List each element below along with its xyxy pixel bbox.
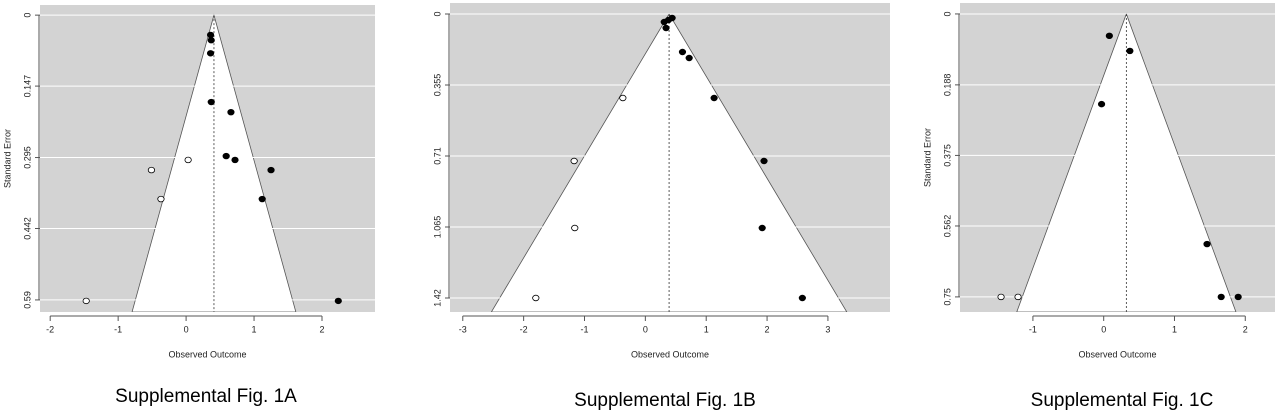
point xyxy=(1126,47,1134,55)
x-tick-label: 0 xyxy=(1101,324,1106,334)
x-tick-label: 0 xyxy=(184,324,189,334)
point xyxy=(678,48,687,56)
y-tick-label: 0 xyxy=(432,11,442,16)
y-tick-label: 0.562 xyxy=(942,215,952,238)
point xyxy=(1234,293,1242,301)
point xyxy=(532,294,540,302)
point xyxy=(207,98,215,106)
point xyxy=(147,166,156,174)
x-tick-label: -1 xyxy=(580,324,588,334)
y-tick-label: 0.59 xyxy=(22,291,32,309)
point xyxy=(1105,32,1113,40)
point xyxy=(157,195,165,203)
point xyxy=(227,108,235,116)
x-tick-label: 2 xyxy=(765,324,770,334)
point xyxy=(207,37,215,44)
point xyxy=(662,24,670,32)
funnel-plot: 0 0.188 0.375 0.562 0.75 -1 0 1 2 Observed Outcom… xyxy=(922,3,1275,411)
x-tick-label: -2 xyxy=(46,324,54,334)
point xyxy=(258,195,266,203)
y-tick-label: 0.75 xyxy=(942,288,952,306)
point xyxy=(760,157,768,165)
y-tick-label: 1.065 xyxy=(432,216,442,239)
point xyxy=(267,166,275,174)
x-tick-label: 1 xyxy=(704,324,709,334)
y-tick-label: 0 xyxy=(22,13,32,18)
point xyxy=(710,94,718,102)
point xyxy=(619,94,627,102)
point xyxy=(82,297,90,305)
point xyxy=(1014,293,1022,301)
point xyxy=(1217,293,1225,301)
y-tick-label: 0.71 xyxy=(432,147,442,165)
point xyxy=(660,18,668,26)
point xyxy=(570,157,578,165)
point xyxy=(997,293,1005,301)
y-tick-label: 1.42 xyxy=(432,289,442,307)
point xyxy=(1203,240,1211,248)
point xyxy=(231,156,239,164)
x-tick-label: 2 xyxy=(319,324,324,334)
x-tick-label: -3 xyxy=(459,324,467,334)
caption: Supplemental Fig. 1A xyxy=(115,386,297,407)
y-axis-label: Standard Error xyxy=(922,128,932,187)
x-axis-label: Observed Outcome xyxy=(168,349,246,359)
point xyxy=(334,297,342,305)
point xyxy=(222,152,230,160)
y-tick-label: 0.375 xyxy=(942,144,952,167)
x-tick-label: 0 xyxy=(643,324,648,334)
x-tick-label: -1 xyxy=(1029,324,1037,334)
y-tick-label: 0.442 xyxy=(22,217,32,240)
y-tick-label: 0.295 xyxy=(22,146,32,169)
y-axis-label: Standard Error xyxy=(2,129,12,188)
funnel-plot: 0 0.355 0.71 1.065 1.42 -3 -2 -1 0 1 2 3 Observed Ou… xyxy=(432,3,890,411)
x-tick-label: 2 xyxy=(1243,324,1248,334)
point xyxy=(758,224,766,232)
x-axis-label: Observed Outcome xyxy=(631,349,709,359)
y-tick-label: 0.355 xyxy=(432,74,442,97)
x-tick-label: 1 xyxy=(252,324,257,334)
point xyxy=(685,54,693,62)
x-tick-label: -2 xyxy=(520,324,528,334)
point xyxy=(206,31,215,39)
y-tick-label: 0.147 xyxy=(22,75,32,98)
y-tick-label: 0 xyxy=(942,11,952,16)
x-tick-label: -1 xyxy=(114,324,122,334)
funnel-plot: 0 0.147 0.295 0.442 0.59 -2 -1 0 1 2 Observed Outc… xyxy=(2,5,375,407)
caption: Supplemental Fig. 1B xyxy=(574,390,756,411)
point xyxy=(184,156,192,164)
point xyxy=(798,294,806,302)
point xyxy=(206,50,215,57)
x-tick-label: 3 xyxy=(825,324,830,334)
x-tick-label: 1 xyxy=(1172,324,1177,334)
x-axis-label: Observed Outcome xyxy=(1078,349,1156,359)
caption: Supplemental Fig. 1C xyxy=(1031,390,1214,411)
point xyxy=(571,224,579,232)
y-tick-label: 0.188 xyxy=(942,74,952,97)
point xyxy=(1097,100,1106,108)
